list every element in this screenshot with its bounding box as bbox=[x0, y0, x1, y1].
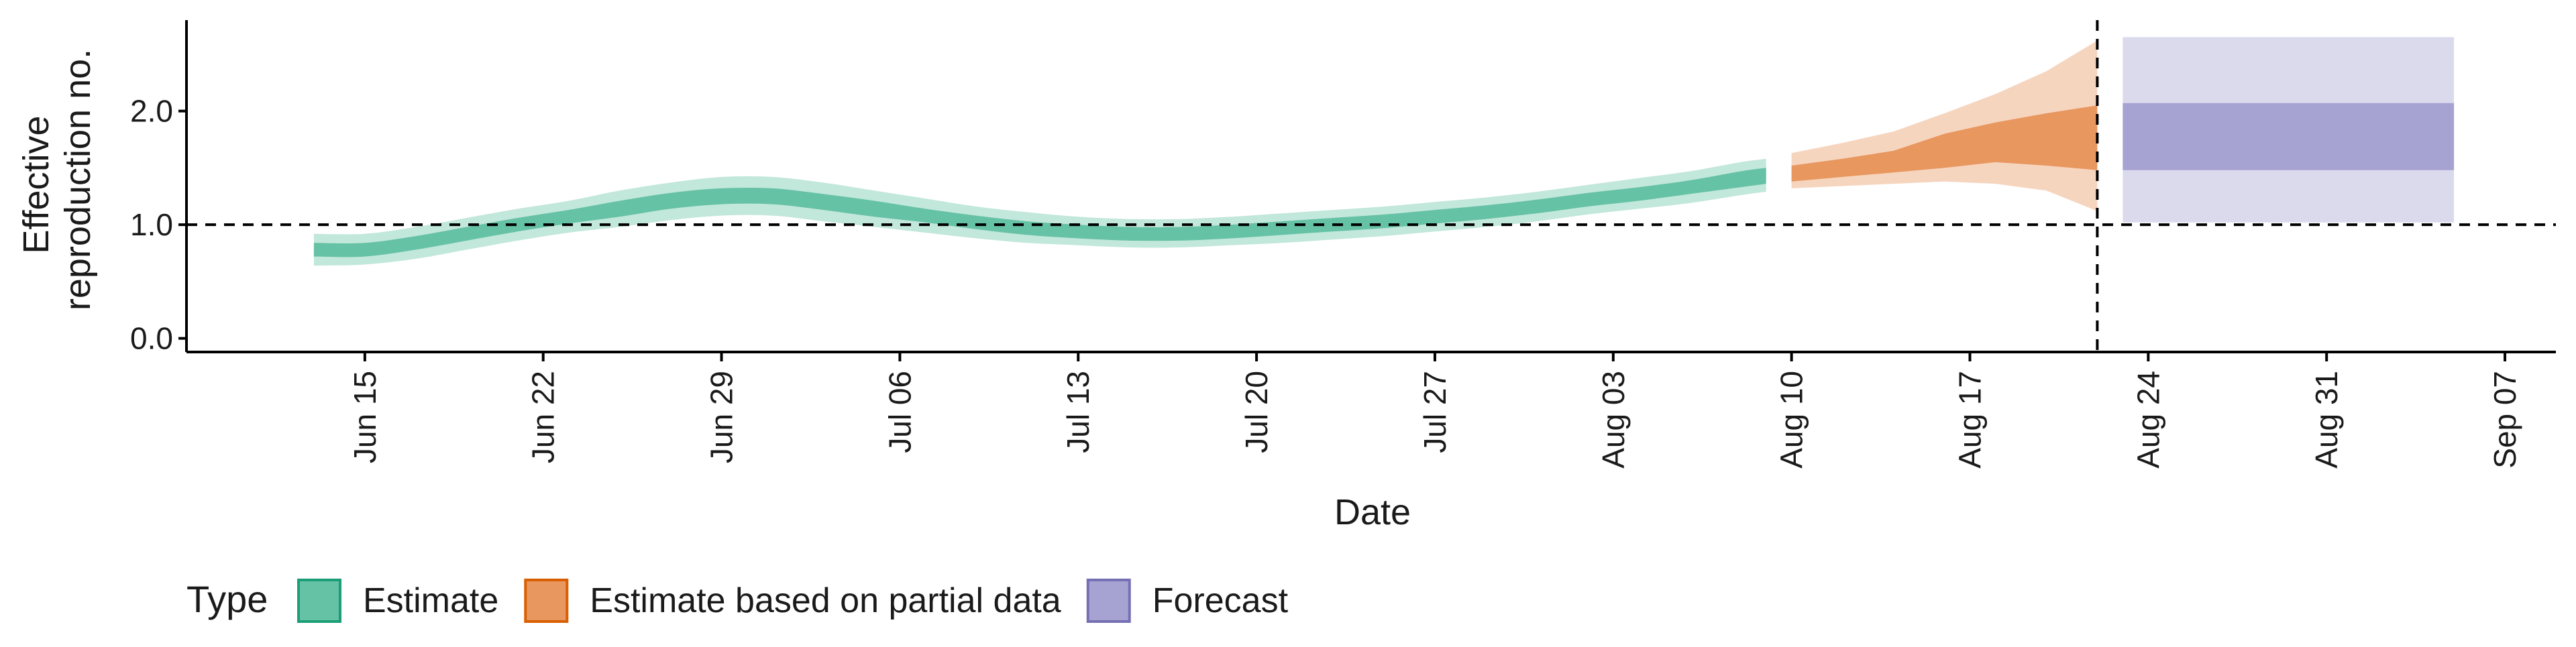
y-tick-label: 0.0 bbox=[130, 321, 173, 356]
legend-label-estimate: Estimate bbox=[363, 581, 498, 620]
forecast-band-50 bbox=[2123, 103, 2455, 170]
y-axis-title-line-1: Effective bbox=[16, 115, 56, 253]
x-axis-title: Date bbox=[1334, 492, 1411, 532]
x-tick-label: Jul 06 bbox=[882, 371, 917, 453]
reference-lines bbox=[186, 20, 2556, 352]
x-tick-label: Jun 22 bbox=[526, 371, 561, 463]
x-tick-label: Jun 15 bbox=[347, 371, 382, 463]
x-tick-label: Aug 10 bbox=[1774, 371, 1809, 469]
x-tick-label: Aug 31 bbox=[2309, 371, 2344, 469]
legend-label-forecast: Forecast bbox=[1152, 581, 1289, 620]
x-tick-label: Jul 13 bbox=[1061, 371, 1095, 453]
legend-key-estimate-based-on-partial-data bbox=[524, 579, 569, 623]
estimate-band-50 bbox=[313, 168, 1766, 257]
x-tick-label: Jul 27 bbox=[1417, 371, 1452, 453]
legend-key-forecast bbox=[1086, 579, 1131, 623]
legend: Type Estimate Estimate based on partial d… bbox=[186, 578, 1289, 623]
x-tick-label: Jul 20 bbox=[1239, 371, 1274, 453]
legend-key-estimate bbox=[297, 579, 341, 623]
y-tick-label: 1.0 bbox=[130, 207, 173, 242]
legend-label-estimate-based-on-partial-data: Estimate based on partial data bbox=[590, 581, 1061, 620]
y-tick-label: 2.0 bbox=[130, 94, 173, 129]
estimate-band-90 bbox=[313, 158, 1766, 266]
x-tick-label: Aug 03 bbox=[1596, 371, 1631, 469]
x-tick-label: Sep 07 bbox=[2487, 371, 2522, 469]
axes: 0.0 1.0 2.0 Jun 15 Jun 22 Jun 29 Jul 06 Jul 13 J… bbox=[130, 20, 2556, 469]
legend-title: Type bbox=[186, 578, 268, 620]
y-axis-title: Effective reproduction no. bbox=[16, 49, 98, 310]
y-axis-title-line-2: reproduction no. bbox=[58, 49, 98, 310]
x-tick-label: Aug 17 bbox=[1953, 371, 1988, 469]
x-tick-label: Aug 24 bbox=[2131, 371, 2165, 469]
estimate-based-on-partial-data-band-50 bbox=[1791, 105, 2098, 182]
x-tick-label: Jun 29 bbox=[704, 371, 739, 463]
bands-layer bbox=[313, 37, 2455, 266]
